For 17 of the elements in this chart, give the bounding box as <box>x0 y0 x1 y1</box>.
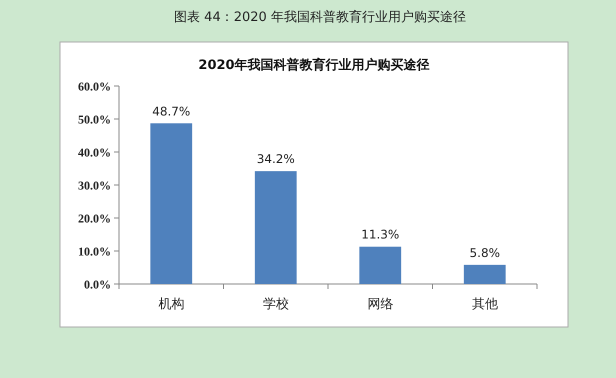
title: 图表 44：2020 年我国科普教育行业用户购买途径 <box>174 10 466 25</box>
y-tick-label: 10.0% <box>78 244 111 258</box>
data-label: 11.3% <box>361 228 400 242</box>
data-label: 5.8% <box>470 246 500 260</box>
y-tick-label: 60.0% <box>78 80 111 94</box>
subtitle: 2020年我国科普教育行业用户购买途径 <box>198 58 430 73</box>
y-tick-label: 0.0% <box>84 278 111 292</box>
y-tick-label: 20.0% <box>78 212 111 226</box>
y-tick-label: 30.0% <box>78 178 111 192</box>
data-label: 48.7% <box>152 104 190 118</box>
x-tick-label: 网络 <box>367 297 394 312</box>
x-tick-label: 其他 <box>472 297 498 312</box>
x-tick-label: 学校 <box>262 297 289 312</box>
data-label: 34.2% <box>256 152 295 166</box>
y-tick-label: 40.0% <box>78 146 111 160</box>
y-tick-label: 50.0% <box>78 112 111 126</box>
x-tick-label: 机构 <box>158 297 184 312</box>
